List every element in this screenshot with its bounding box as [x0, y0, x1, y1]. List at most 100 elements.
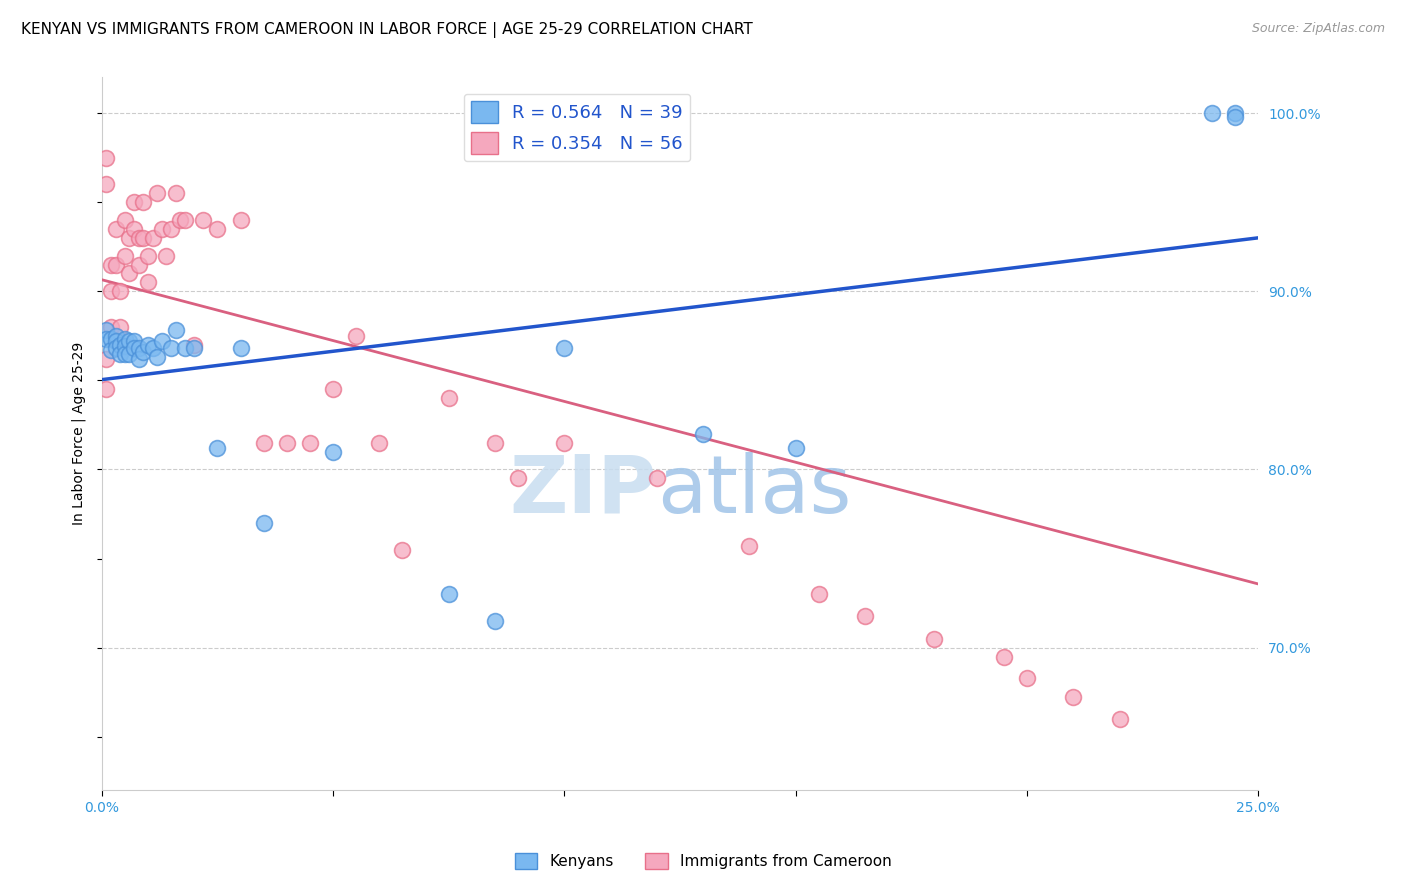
Point [853, 608, 876, 623]
Point [553, 435, 575, 450]
Point [785, 441, 807, 455]
Point [114, 339, 136, 353]
Point [1225, 110, 1247, 124]
Point [104, 334, 127, 348]
Point [183, 337, 205, 351]
Point [150, 222, 173, 236]
Text: atlas: atlas [657, 452, 851, 530]
Point [437, 391, 460, 405]
Text: KENYAN VS IMMIGRANTS FROM CAMEROON IN LABOR FORCE | AGE 25-29 CORRELATION CHART: KENYAN VS IMMIGRANTS FROM CAMEROON IN LA… [21, 22, 752, 38]
Point [96, 382, 118, 396]
Point [165, 323, 187, 337]
Point [110, 319, 132, 334]
Point [142, 341, 165, 355]
Point [142, 231, 165, 245]
Point [104, 222, 127, 236]
Point [322, 444, 344, 458]
Point [136, 276, 159, 290]
Point [110, 337, 132, 351]
Text: Source: ZipAtlas.com: Source: ZipAtlas.com [1251, 22, 1385, 36]
Point [276, 435, 298, 450]
Point [692, 426, 714, 441]
Point [114, 213, 136, 227]
Point [150, 334, 173, 348]
Point [136, 337, 159, 351]
Point [1201, 106, 1223, 120]
Point [146, 350, 169, 364]
Point [128, 341, 150, 355]
Point [128, 231, 150, 245]
Legend: Kenyans, Immigrants from Cameroon: Kenyans, Immigrants from Cameroon [509, 847, 897, 875]
Point [118, 334, 141, 348]
Point [183, 341, 205, 355]
Point [924, 632, 946, 646]
Point [104, 328, 127, 343]
Point [553, 341, 575, 355]
Point [155, 249, 177, 263]
Point [169, 213, 191, 227]
Point [484, 614, 506, 628]
Point [1015, 671, 1038, 685]
Point [738, 539, 761, 553]
Point [122, 341, 145, 355]
Point [207, 222, 229, 236]
Point [128, 351, 150, 366]
Point [122, 334, 145, 348]
Point [229, 341, 252, 355]
Point [484, 435, 506, 450]
Point [229, 213, 252, 227]
Point [114, 332, 136, 346]
Point [253, 435, 276, 450]
Point [322, 382, 344, 396]
Point [104, 258, 127, 272]
Point [132, 195, 155, 210]
Point [344, 328, 367, 343]
Text: ZIP: ZIP [509, 452, 657, 530]
Point [96, 151, 118, 165]
Point [1108, 712, 1130, 726]
Point [253, 516, 276, 530]
Point [100, 343, 122, 357]
Point [993, 649, 1015, 664]
Point [132, 344, 155, 359]
Point [118, 267, 141, 281]
Point [645, 471, 668, 485]
Point [437, 587, 460, 601]
Point [122, 222, 145, 236]
Point [110, 285, 132, 299]
Point [207, 441, 229, 455]
Point [100, 258, 122, 272]
Point [132, 231, 155, 245]
Point [96, 332, 118, 346]
Point [114, 346, 136, 360]
Point [1062, 690, 1084, 705]
Point [174, 341, 197, 355]
Point [368, 435, 391, 450]
Point [136, 249, 159, 263]
Point [110, 346, 132, 360]
Point [114, 249, 136, 263]
Point [506, 471, 529, 485]
Point [146, 186, 169, 201]
Point [160, 341, 183, 355]
Point [118, 346, 141, 360]
Point [122, 195, 145, 210]
Point [96, 323, 118, 337]
Point [104, 341, 127, 355]
Point [298, 435, 321, 450]
Point [1225, 106, 1247, 120]
Point [100, 319, 122, 334]
Point [118, 231, 141, 245]
Point [160, 222, 183, 236]
Point [128, 258, 150, 272]
Point [807, 587, 830, 601]
Point [193, 213, 215, 227]
Point [96, 351, 118, 366]
Point [100, 285, 122, 299]
Point [165, 186, 187, 201]
Y-axis label: In Labor Force | Age 25-29: In Labor Force | Age 25-29 [72, 343, 86, 525]
Point [391, 542, 413, 557]
Point [100, 332, 122, 346]
Point [174, 213, 197, 227]
Point [96, 178, 118, 192]
